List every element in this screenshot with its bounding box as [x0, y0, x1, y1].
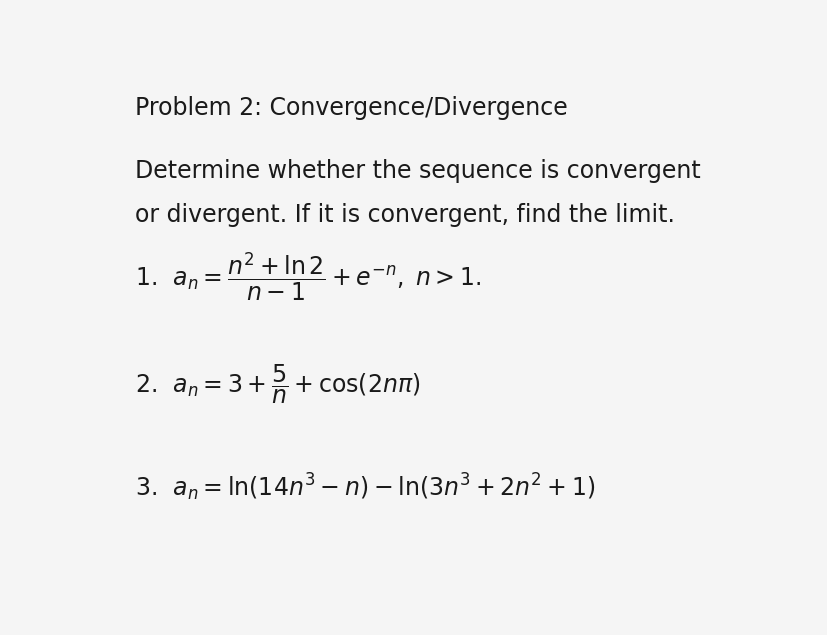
Text: 1.  $a_n = \dfrac{n^2 + \ln 2}{n - 1} + e^{-n}, \; n > 1.$: 1. $a_n = \dfrac{n^2 + \ln 2}{n - 1} + e… — [136, 250, 481, 303]
Text: 3.  $a_n = \ln(14n^3 - n) - \ln(3n^3 + 2n^2 + 1)$: 3. $a_n = \ln(14n^3 - n) - \ln(3n^3 + 2n… — [136, 471, 595, 503]
Text: 2.  $a_n = 3 + \dfrac{5}{n} + \cos(2n\pi)$: 2. $a_n = 3 + \dfrac{5}{n} + \cos(2n\pi)… — [136, 363, 421, 406]
Text: Problem 2: Convergence/Divergence: Problem 2: Convergence/Divergence — [136, 96, 568, 120]
Text: or divergent. If it is convergent, find the limit.: or divergent. If it is convergent, find … — [136, 203, 676, 227]
Text: Determine whether the sequence is convergent: Determine whether the sequence is conver… — [136, 159, 701, 184]
